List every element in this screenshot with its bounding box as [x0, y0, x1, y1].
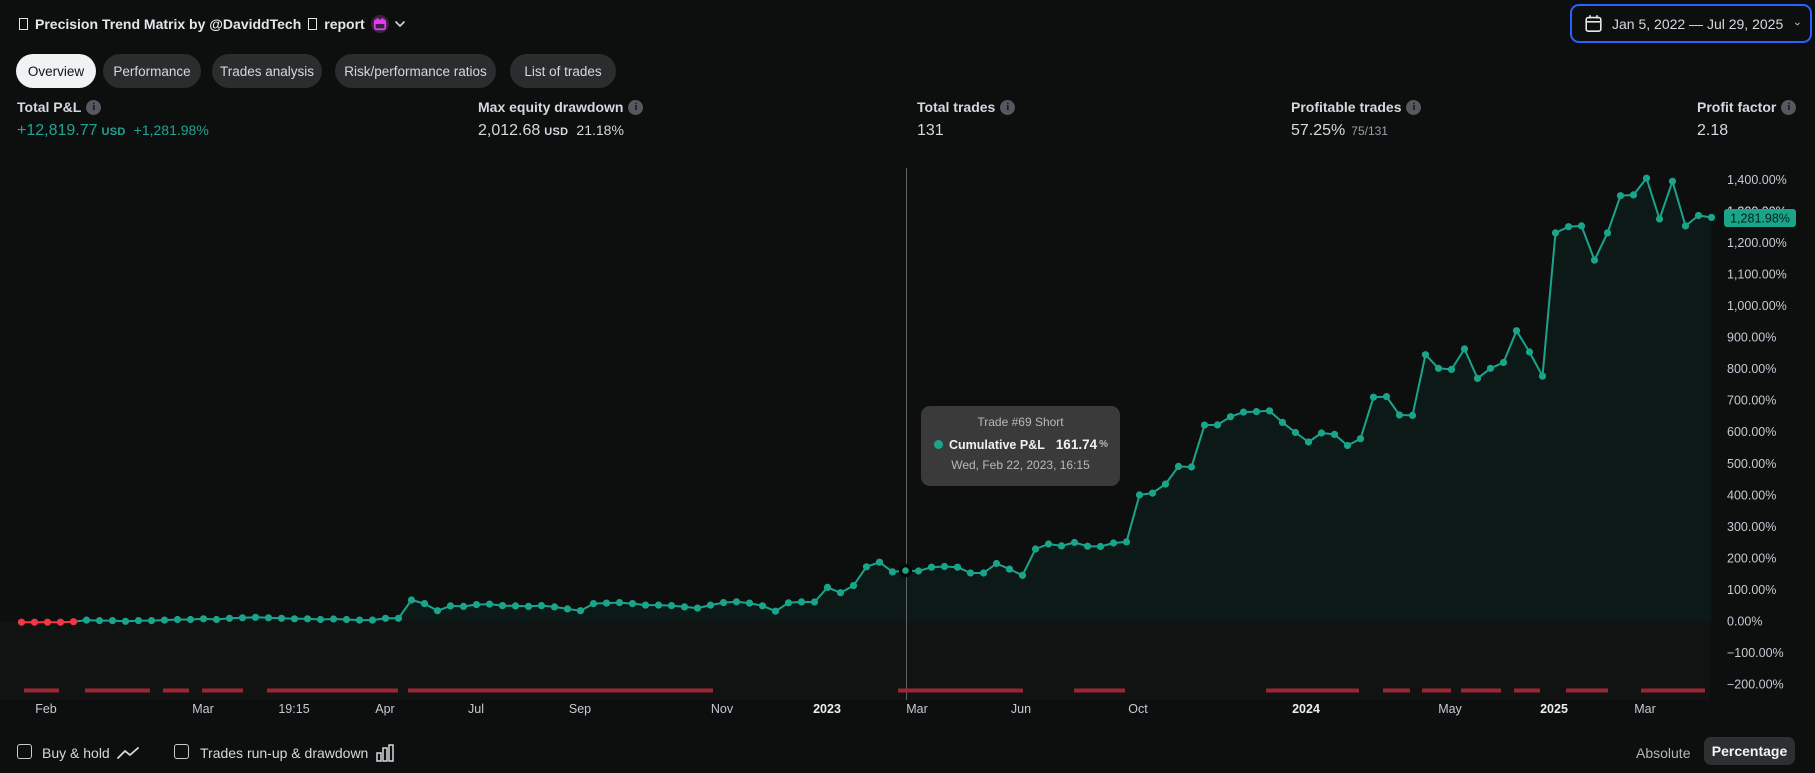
svg-text:2024: 2024	[1292, 702, 1320, 716]
svg-text:800.00%: 800.00%	[1727, 362, 1776, 376]
svg-text:Sep: Sep	[569, 702, 591, 716]
svg-text:200.00%: 200.00%	[1727, 552, 1776, 566]
svg-text:Feb: Feb	[35, 702, 57, 716]
svg-text:1,100.00%: 1,100.00%	[1727, 267, 1787, 281]
svg-text:1,400.00%: 1,400.00%	[1727, 173, 1787, 187]
svg-text:19:15: 19:15	[278, 702, 309, 716]
svg-text:300.00%: 300.00%	[1727, 520, 1776, 534]
svg-text:600.00%: 600.00%	[1727, 425, 1776, 439]
svg-text:−200.00%: −200.00%	[1727, 678, 1784, 692]
svg-text:Oct: Oct	[1128, 702, 1148, 716]
svg-text:Apr: Apr	[375, 702, 394, 716]
svg-text:−100.00%: −100.00%	[1727, 646, 1784, 660]
svg-text:100.00%: 100.00%	[1727, 583, 1776, 597]
svg-text:700.00%: 700.00%	[1727, 394, 1776, 408]
svg-text:1,200.00%: 1,200.00%	[1727, 236, 1787, 250]
svg-text:Mar: Mar	[906, 702, 928, 716]
svg-text:1,281.98%: 1,281.98%	[1730, 212, 1790, 226]
svg-text:2023: 2023	[813, 702, 841, 716]
svg-text:May: May	[1438, 702, 1462, 716]
svg-text:0.00%: 0.00%	[1727, 615, 1762, 629]
svg-text:Nov: Nov	[711, 702, 734, 716]
svg-text:2025: 2025	[1540, 702, 1568, 716]
svg-text:400.00%: 400.00%	[1727, 488, 1776, 502]
svg-text:Jul: Jul	[468, 702, 484, 716]
svg-text:Mar: Mar	[1634, 702, 1656, 716]
svg-text:Jun: Jun	[1011, 702, 1031, 716]
svg-text:1,000.00%: 1,000.00%	[1727, 299, 1787, 313]
svg-text:Mar: Mar	[192, 702, 214, 716]
svg-text:900.00%: 900.00%	[1727, 331, 1776, 345]
svg-text:500.00%: 500.00%	[1727, 457, 1776, 471]
